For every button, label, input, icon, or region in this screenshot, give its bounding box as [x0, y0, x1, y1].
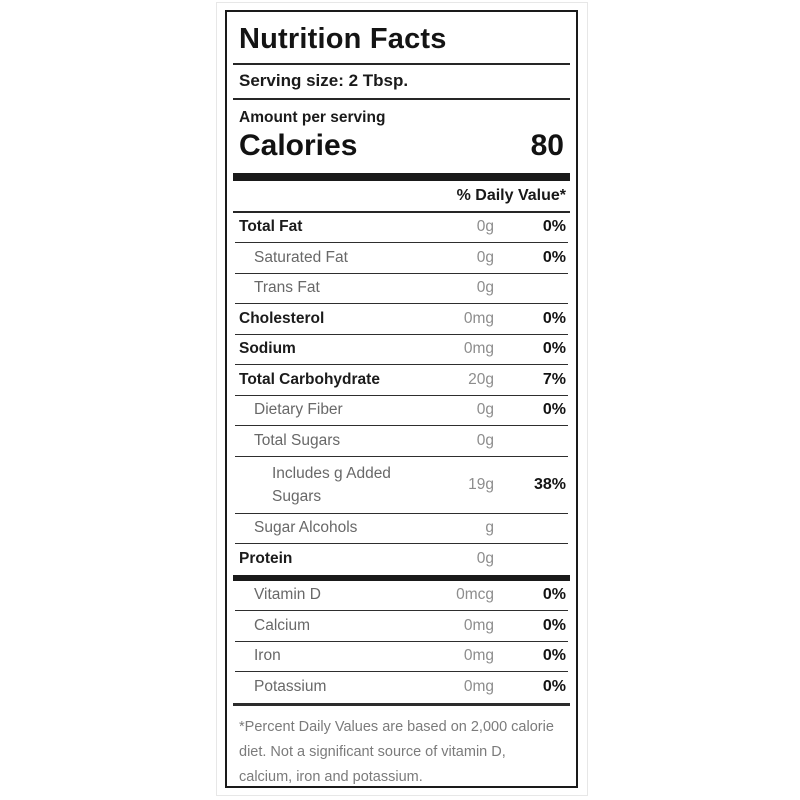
nutrient-label: Sugar Alcohols	[254, 519, 358, 537]
calories-label: Calories	[239, 129, 358, 162]
nutrient-amount: 0g	[476, 218, 494, 236]
nutrient-label: Dietary Fiber	[254, 401, 343, 419]
nutrient-rows-vitamins: Vitamin D 0mcg 0% Calcium 0mg 0% Iron 0m…	[235, 581, 568, 703]
nutrient-amount: 0g	[476, 431, 494, 449]
daily-value-header: % Daily Value*	[456, 186, 566, 204]
nutrient-daily-value: 0%	[542, 616, 566, 634]
calories-value: 80	[530, 129, 564, 162]
nutrient-daily-value: 0%	[542, 248, 566, 266]
nutrient-row: Total Sugars 0g	[235, 426, 568, 457]
nutrient-row: Vitamin D 0mcg 0%	[235, 581, 568, 611]
nutrient-amount: 0mg	[463, 647, 494, 665]
small-divider	[233, 702, 570, 706]
nutrient-daily-value: 0%	[542, 678, 566, 696]
nutrient-row: Calcium 0mg 0%	[235, 611, 568, 642]
nutrient-row: Total Fat 0g 0%	[235, 213, 568, 243]
nutrient-row: Iron 0mg 0%	[235, 642, 568, 672]
nutrient-row: Cholesterol 0mg 0%	[235, 304, 568, 335]
label-card: Nutrition Facts Serving size: 2 Tbsp. Am…	[216, 2, 588, 796]
divider	[233, 98, 570, 100]
nutrient-amount: 19g	[468, 475, 494, 493]
nutrient-row: Protein 0g	[235, 544, 568, 575]
nutrient-row: Includes g Added Sugars 19g 38%	[235, 457, 568, 514]
nutrient-label: Protein	[239, 550, 293, 568]
nutrient-daily-value: 0%	[542, 647, 566, 665]
nutrition-facts-label: Nutrition Facts Serving size: 2 Tbsp. Am…	[225, 10, 578, 788]
nutrient-label: Iron	[254, 647, 281, 665]
nutrient-daily-value: 7%	[542, 370, 566, 388]
nutrient-amount: 0g	[476, 401, 494, 419]
footnote: *Percent Daily Values are based on 2,000…	[239, 718, 554, 785]
nutrient-amount: 0mg	[463, 309, 494, 327]
nutrient-daily-value: 0%	[542, 309, 566, 327]
nutrient-label: Calcium	[254, 616, 310, 634]
divider	[233, 63, 570, 65]
nutrient-label: Potassium	[254, 678, 327, 696]
amount-per-serving: Amount per serving	[239, 109, 386, 126]
nutrient-label: Saturated Fat	[254, 248, 348, 266]
nutrient-amount: 0g	[476, 550, 494, 568]
nutrient-daily-value: 0%	[542, 340, 566, 358]
nutrient-amount: g	[485, 519, 494, 537]
divider	[233, 210, 570, 213]
nutrient-row: Potassium 0mg 0%	[235, 672, 568, 703]
nutrient-row: Sodium 0mg 0%	[235, 335, 568, 365]
nutrient-amount: 0g	[476, 248, 494, 266]
nutrient-daily-value: 0%	[542, 586, 566, 604]
nutrient-label: Includes g Added Sugars	[272, 464, 391, 505]
nutrient-row: Total Carbohydrate 20g 7%	[235, 365, 568, 396]
nutrient-amount: 20g	[468, 370, 494, 388]
nutrient-rows-main: Total Fat 0g 0% Saturated Fat 0g 0% Tran…	[235, 213, 568, 575]
nutrient-daily-value: 0%	[542, 401, 566, 419]
nutrient-amount: 0mg	[463, 678, 494, 696]
nutrient-label: Cholesterol	[239, 309, 325, 327]
thick-divider	[233, 172, 570, 181]
nutrient-label: Vitamin D	[254, 586, 321, 604]
label-title: Nutrition Facts	[239, 23, 447, 55]
nutrient-row: Trans Fat 0g	[235, 274, 568, 304]
nutrient-label: Total Sugars	[254, 431, 341, 449]
nutrient-label: Total Fat	[239, 218, 303, 236]
serving-size: Serving size: 2 Tbsp.	[239, 71, 409, 90]
nutrient-daily-value: 0%	[542, 218, 566, 236]
nutrient-row: Dietary Fiber 0g 0%	[235, 396, 568, 426]
nutrient-label: Sodium	[239, 340, 296, 358]
nutrient-label: Trans Fat	[254, 279, 320, 297]
nutrient-amount: 0mg	[463, 616, 494, 634]
nutrient-label: Total Carbohydrate	[239, 370, 380, 388]
nutrient-amount: 0mcg	[456, 586, 494, 604]
nutrient-row: Saturated Fat 0g 0%	[235, 243, 568, 274]
nutrient-amount: 0g	[476, 279, 494, 297]
calories-row: Calories 80	[227, 127, 576, 173]
nutrient-amount: 0mg	[463, 340, 494, 358]
nutrient-row: Sugar Alcohols g	[235, 514, 568, 544]
medium-divider	[233, 574, 570, 581]
nutrient-daily-value: 38%	[533, 475, 566, 493]
